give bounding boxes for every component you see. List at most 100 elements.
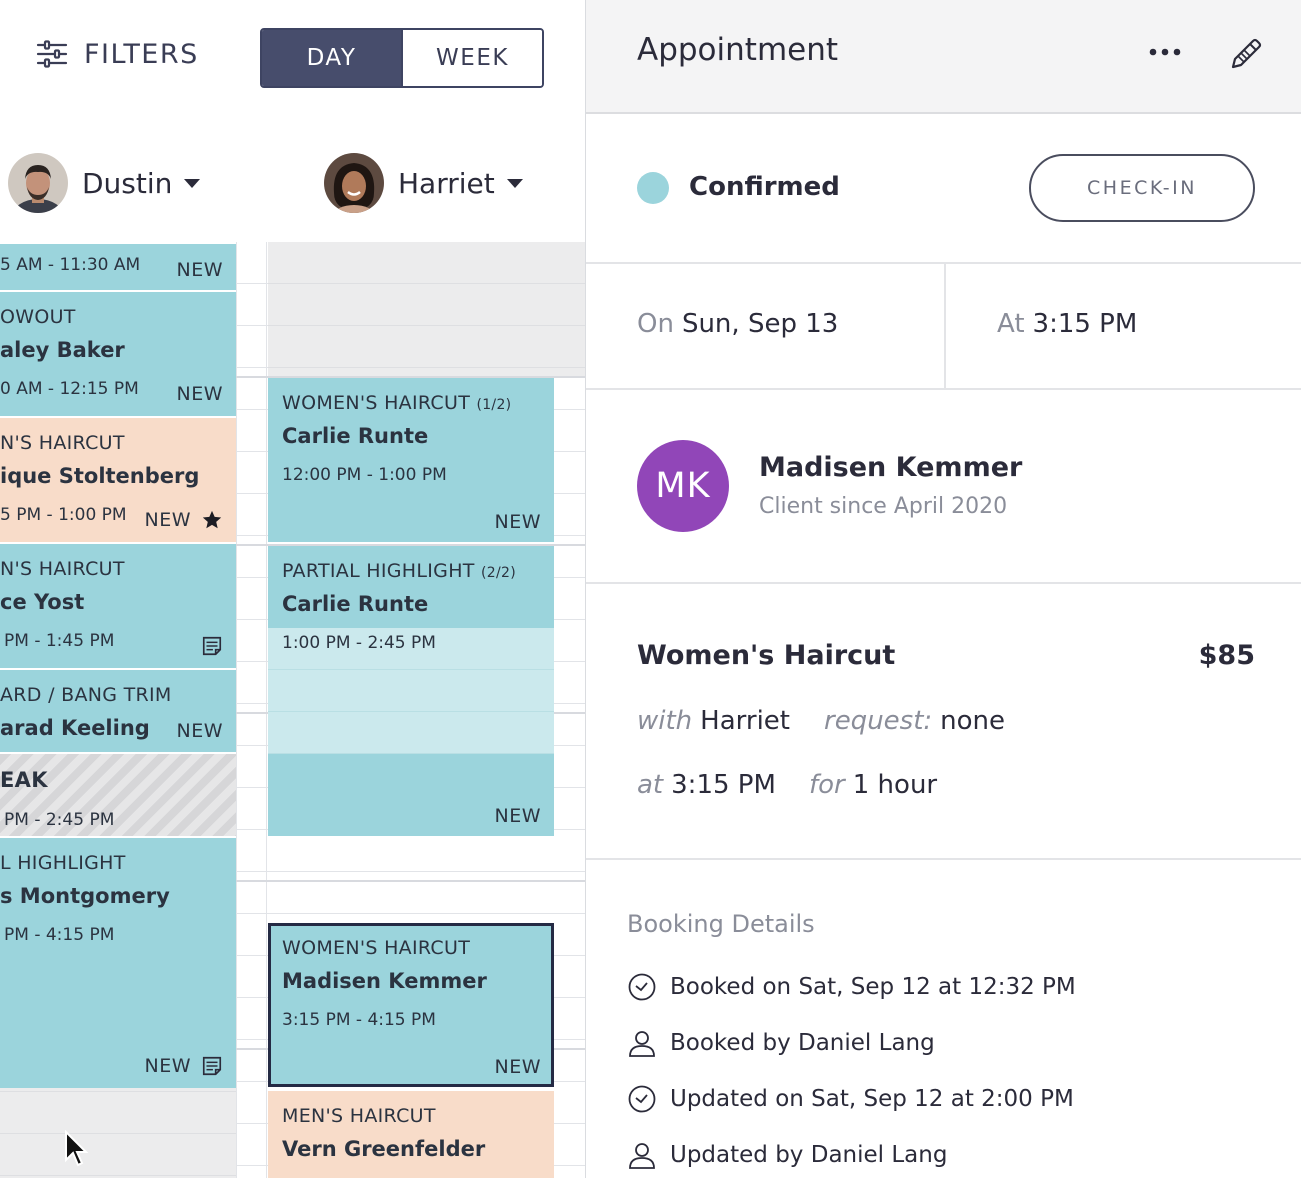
date-time-section: On Sun, Sep 13 At 3:15 PM: [586, 264, 1301, 390]
booked-on-row: Booked on Sat, Sep 12 at 12:32 PM: [627, 972, 1076, 1002]
day-view-button[interactable]: DAY: [262, 30, 401, 86]
appointment-time: PM - 4:15 PM: [4, 925, 115, 945]
appointment-service: EAK: [0, 768, 48, 792]
appointment-card[interactable]: MEN'S HAIRCUT Vern Greenfelder: [268, 1091, 554, 1178]
new-badge: NEW: [176, 383, 223, 405]
updated-on-text: Updated on Sat, Sep 12 at 2:00 PM: [670, 1086, 1074, 1112]
appointment-time: 1:00 PM - 2:45 PM: [282, 633, 436, 653]
note-icon: [202, 636, 222, 656]
staff-selector-dustin[interactable]: Dustin: [8, 153, 201, 213]
staff-selector-harriet[interactable]: Harriet: [324, 153, 523, 213]
booking-details-heading: Booking Details: [627, 910, 815, 938]
view-toggle: DAY WEEK: [260, 28, 544, 88]
calendar-view: FILTERS DAY WEEK Dustin: [0, 0, 585, 1178]
new-badge: NEW: [176, 720, 223, 742]
client-section[interactable]: MK Madisen Kemmer Client since April 202…: [586, 390, 1301, 584]
appointment-card[interactable]: N'S HAIRCUT ique Stoltenberg 5 PM - 1:00…: [0, 418, 236, 542]
time-field[interactable]: At 3:15 PM: [997, 309, 1137, 339]
appointment-client: aley Baker: [0, 338, 125, 362]
filters-label: FILTERS: [84, 38, 199, 70]
updated-on-row: Updated on Sat, Sep 12 at 2:00 PM: [627, 1084, 1074, 1114]
calendar-toolbar: FILTERS DAY WEEK: [0, 0, 585, 115]
appointment-service: L HIGHLIGHT: [0, 852, 126, 874]
appointment-service: MEN'S HAIRCUT: [282, 1105, 436, 1127]
panel-header: Appointment: [586, 0, 1301, 114]
booked-by-text: Booked by Daniel Lang: [670, 1030, 935, 1056]
appointment-client: arad Keeling: [0, 716, 150, 740]
appointment-card[interactable]: PARTIAL HIGHLIGHT (2/2) Carlie Runte 1:0…: [268, 546, 554, 836]
hour-divider: [0, 880, 585, 882]
appointment-time: 0 AM - 12:15 PM: [0, 379, 139, 399]
booked-on-text: Booked on Sat, Sep 12 at 12:32 PM: [670, 974, 1076, 1000]
appointment-service: WOMEN'S HAIRCUT: [282, 937, 471, 959]
clock-icon: [628, 1085, 656, 1113]
appointment-service: N'S HAIRCUT: [0, 432, 125, 454]
service-name: Women's Haircut: [637, 640, 896, 671]
client-avatar: MK: [637, 440, 729, 532]
dustin-avatar: [8, 153, 68, 213]
new-badge: NEW: [494, 805, 541, 827]
mouse-cursor-icon: [65, 1130, 89, 1167]
new-badge: NEW: [494, 1056, 541, 1078]
appointment-service: ARD / BANG TRIM: [0, 684, 172, 706]
status-label[interactable]: Confirmed: [689, 172, 840, 202]
new-badge: NEW: [144, 509, 191, 531]
appointment-time: 12:00 PM - 1:00 PM: [282, 465, 447, 485]
date-value: Sun, Sep 13: [681, 309, 839, 339]
appointment-client: Carlie Runte: [282, 424, 429, 448]
check-in-button[interactable]: CHECK-IN: [1029, 154, 1255, 222]
appointment-card-selected[interactable]: WOMEN'S HAIRCUT Madisen Kemmer 3:15 PM -…: [268, 923, 554, 1087]
chevron-down-icon: [184, 178, 201, 188]
new-badge: NEW: [494, 511, 541, 533]
status-section: Confirmed CHECK-IN: [586, 114, 1301, 264]
appointment-time: 5 AM - 11:30 AM: [0, 255, 141, 275]
week-view-button[interactable]: WEEK: [401, 30, 542, 86]
time-label: At: [997, 309, 1025, 339]
appointment-card[interactable]: L HIGHLIGHT s Montgomery PM - 4:15 PM NE…: [0, 838, 236, 1088]
star-icon: [202, 510, 222, 529]
appointment-time: PM - 2:45 PM: [4, 810, 115, 830]
updated-by-row: Updated by Daniel Lang: [627, 1140, 947, 1170]
chevron-down-icon: [506, 178, 523, 188]
appointment-card[interactable]: OWOUT aley Baker 0 AM - 12:15 PM NEW: [0, 292, 236, 416]
appointment-card[interactable]: ARD / BANG TRIM arad Keeling NEW: [0, 670, 236, 752]
updated-by-text: Updated by Daniel Lang: [670, 1142, 948, 1168]
service-duration: for 1 hour: [809, 770, 938, 800]
user-icon: [629, 1031, 655, 1057]
service-section[interactable]: Women's Haircut $85 with Harriet request:…: [586, 584, 1301, 860]
appointment-time: PM - 1:45 PM: [4, 631, 115, 651]
hour-divider: [0, 376, 585, 378]
staff-name-harriet: Harriet: [398, 166, 495, 200]
appointment-time: 3:15 PM - 4:15 PM: [282, 1010, 436, 1030]
break-block[interactable]: EAK PM - 2:45 PM: [0, 754, 236, 836]
booked-by-row: Booked by Daniel Lang: [627, 1028, 935, 1058]
service-price: $85: [1198, 640, 1255, 671]
client-since: Client since April 2020: [759, 494, 1008, 519]
pencil-edit-icon[interactable]: [1226, 34, 1266, 74]
appointment-service: PARTIAL HIGHLIGHT (2/2): [282, 560, 517, 582]
staff-name-dustin: Dustin: [82, 166, 173, 200]
appointment-client: ique Stoltenberg: [0, 464, 200, 488]
appointment-card[interactable]: N'S HAIRCUT ce Yost PM - 1:45 PM: [0, 544, 236, 668]
date-label: On: [637, 309, 674, 339]
appointment-card[interactable]: 5 AM - 11:30 AM NEW: [0, 244, 236, 290]
booking-details: Booking Details Booked on Sat, Sep 12 at…: [586, 860, 1301, 1178]
service-request: request: none: [824, 706, 1006, 736]
column-gutter: [236, 242, 267, 1178]
harriet-avatar: [324, 153, 384, 213]
status-indicator: [637, 172, 669, 204]
appointment-service: OWOUT: [0, 306, 76, 328]
appointment-panel: Appointment Confirmed CHECK-IN On Sun, Se…: [585, 0, 1301, 1178]
more-options-icon[interactable]: [1148, 40, 1182, 64]
schedule-grid: 5 AM - 11:30 AM NEW OWOUT aley Baker 0 A…: [0, 242, 585, 1178]
appointment-service: N'S HAIRCUT: [0, 558, 125, 580]
appointment-card[interactable]: WOMEN'S HAIRCUT (1/2) Carlie Runte 12:00…: [268, 378, 554, 542]
appointment-service: WOMEN'S HAIRCUT (1/2): [282, 392, 512, 414]
filters-icon: [36, 40, 68, 68]
note-icon: [202, 1056, 222, 1076]
appointment-client: s Montgomery: [0, 884, 170, 908]
new-badge: NEW: [176, 259, 223, 281]
new-badge: NEW: [144, 1055, 191, 1077]
date-field[interactable]: On Sun, Sep 13: [637, 309, 838, 339]
filters-button[interactable]: FILTERS: [36, 38, 199, 70]
